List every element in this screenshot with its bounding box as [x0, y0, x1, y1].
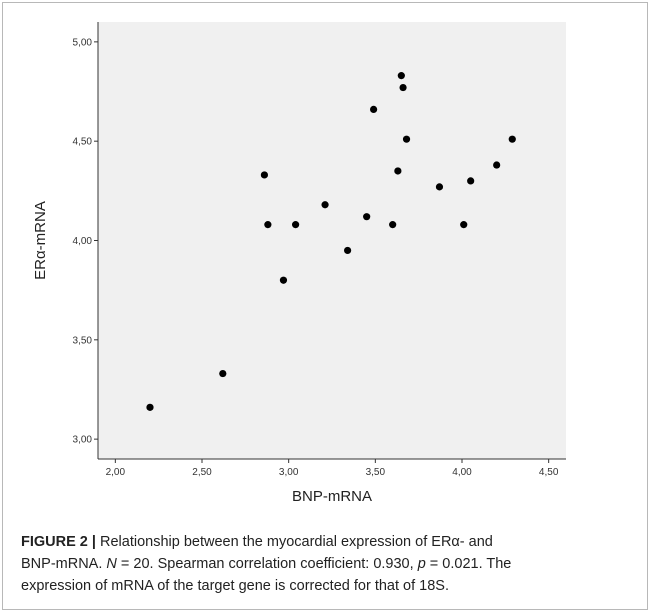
data-point: [389, 221, 397, 229]
x-axis-title: BNP-mRNA: [292, 488, 372, 505]
caption-line-3: expression of mRNA of the target gene is…: [21, 578, 449, 594]
data-point: [219, 369, 227, 378]
data-point: [399, 83, 407, 92]
scatter-chart: 2,00 2,50 3,00 3,50 4,00 4,50 3,00 3,50 4,00 4,50…: [32, 22, 566, 505]
caption-line-1: Relationship between the myocardial expr…: [95, 534, 493, 550]
caption-p-symbol: p: [417, 556, 426, 572]
data-point: [321, 201, 329, 209]
caption-line-2a: BNP-mRNA.: [21, 556, 107, 572]
y-tick-label: 4,00: [73, 236, 93, 247]
data-point: [467, 177, 475, 185]
data-points: [146, 72, 516, 411]
data-point: [370, 105, 378, 113]
y-tick-label: 3,00: [73, 435, 93, 446]
figure-caption: FIGURE 2 | Relationship between the myoc…: [21, 531, 641, 597]
data-point: [460, 221, 468, 229]
data-point: [264, 221, 272, 229]
data-point: [493, 161, 501, 169]
data-point: [292, 221, 300, 229]
data-point: [279, 276, 288, 284]
y-tick-label: 5,00: [73, 37, 93, 48]
data-point: [146, 403, 154, 411]
y-tick-label: 3,50: [73, 335, 93, 346]
data-point: [508, 135, 516, 143]
x-tick-label: 4,00: [452, 467, 472, 478]
data-point: [397, 72, 405, 80]
data-point: [344, 246, 352, 255]
x-tick-label: 4,50: [539, 467, 559, 478]
caption-n-symbol: N: [106, 556, 117, 572]
data-point: [402, 135, 411, 143]
caption-line-2c: = 0.021. The: [425, 556, 512, 572]
plot-area: [98, 22, 566, 459]
ticks: 2,00 2,50 3,00 3,50 4,00 4,50 3,00 3,50 4,00 4,50…: [73, 37, 559, 478]
x-tick-label: 2,00: [106, 467, 126, 478]
data-point: [260, 171, 268, 179]
figure-label: FIGURE 2 |: [21, 534, 96, 550]
y-axis-title: ERα-mRNA: [32, 201, 49, 280]
x-tick-label: 3,50: [366, 467, 386, 478]
y-tick-label: 4,50: [73, 137, 93, 148]
data-point: [435, 183, 444, 191]
x-tick-label: 3,00: [279, 467, 299, 478]
data-point: [394, 167, 402, 175]
x-tick-label: 2,50: [192, 467, 212, 478]
data-point: [363, 213, 371, 221]
caption-line-2b: = 20. Spearman correlation coefficient: …: [116, 556, 418, 572]
